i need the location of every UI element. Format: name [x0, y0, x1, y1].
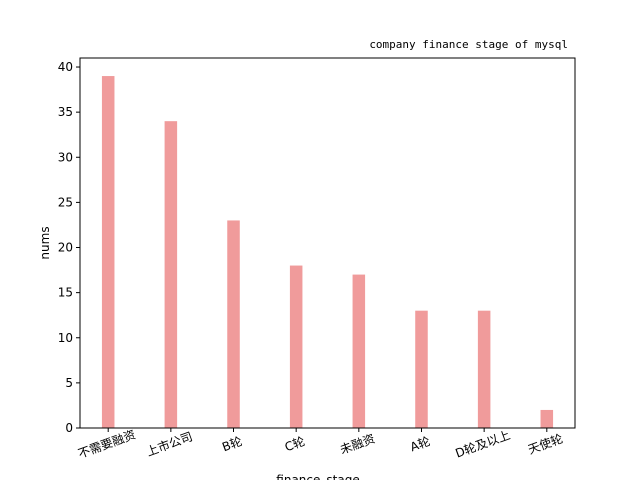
chart-title: company finance stage of mysql	[369, 38, 568, 51]
bar	[101, 76, 115, 429]
y-tick-label: 10	[58, 331, 73, 345]
bar	[352, 274, 366, 428]
bar	[477, 310, 491, 428]
y-tick-label: 5	[65, 376, 73, 390]
y-axis-label: nums	[38, 226, 52, 259]
x-tick-label: C轮	[283, 434, 307, 454]
bar	[164, 121, 178, 429]
y-tick-label: 0	[65, 421, 73, 435]
bar	[289, 265, 303, 428]
y-tick-label: 35	[58, 105, 73, 119]
y-tick-label: 25	[58, 195, 73, 209]
x-tick-label: A轮	[408, 434, 432, 454]
y-tick-label: 20	[58, 241, 73, 255]
y-tick-label: 15	[58, 286, 73, 300]
bar	[227, 220, 240, 428]
bar	[540, 409, 554, 428]
y-tick-label: 40	[58, 60, 73, 74]
plot-frame	[79, 57, 576, 429]
x-tick-label: B轮	[220, 434, 244, 454]
x-axis-label: finance_stage	[276, 473, 359, 480]
bar	[415, 310, 428, 428]
y-tick-label: 30	[58, 150, 73, 164]
